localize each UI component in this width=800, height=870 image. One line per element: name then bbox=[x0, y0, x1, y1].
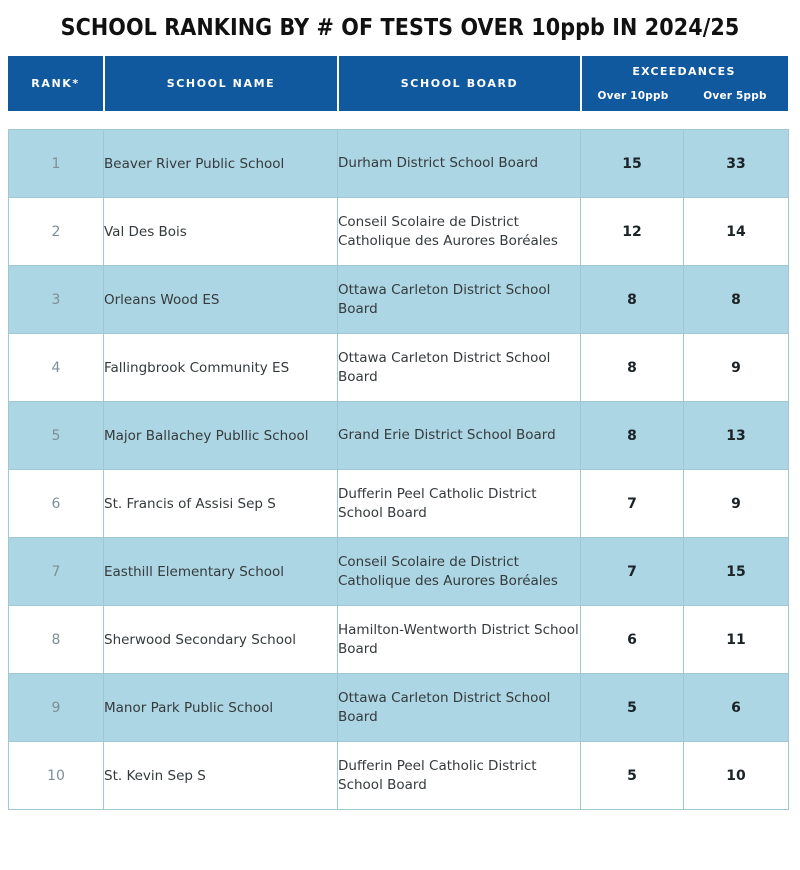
column-header-over-10ppb[interactable]: Over 10ppb bbox=[597, 90, 669, 102]
table-row[interactable]: 10 St. Kevin Sep S Dufferin Peel Catholic … bbox=[8, 741, 789, 810]
cell-school-board: Ottawa Carleton District School Board bbox=[337, 673, 581, 742]
cell-school-board: Durham District School Board bbox=[337, 129, 581, 198]
cell-over-5ppb: 8 bbox=[683, 265, 789, 334]
cell-school-board: Conseil Scolaire de District Catholique … bbox=[337, 197, 581, 266]
cell-over-5ppb: 33 bbox=[683, 129, 789, 198]
table-row[interactable]: 3 Orleans Wood ES Ottawa Carleton District… bbox=[8, 265, 789, 334]
cell-over-5ppb: 13 bbox=[683, 401, 789, 470]
table-row[interactable]: 9 Manor Park Public School Ottawa Carleton… bbox=[8, 673, 789, 742]
cell-over-10ppb: 12 bbox=[580, 197, 684, 266]
exceedances-subheaders: Over 10ppb Over 5ppb bbox=[582, 90, 786, 103]
cell-over-10ppb: 8 bbox=[580, 401, 684, 470]
table-row[interactable]: 1 Beaver River Public School Durham Distri… bbox=[8, 129, 789, 198]
cell-school-board: Conseil Scolaire de District Catholique … bbox=[337, 537, 581, 606]
cell-school-name: Orleans Wood ES bbox=[103, 265, 338, 334]
cell-rank: 8 bbox=[8, 605, 104, 674]
cell-school-name: St. Francis of Assisi Sep S bbox=[103, 469, 338, 538]
cell-over-5ppb: 15 bbox=[683, 537, 789, 606]
cell-over-10ppb: 15 bbox=[580, 129, 684, 198]
table-row[interactable]: 5 Major Ballachey Publlic School Grand Eri… bbox=[8, 401, 789, 470]
cell-school-name: Fallingbrook Community ES bbox=[103, 333, 338, 402]
cell-over-5ppb: 10 bbox=[683, 741, 789, 810]
cell-over-10ppb: 6 bbox=[580, 605, 684, 674]
table-row[interactable]: 4 Fallingbrook Community ES Ottawa Carleto… bbox=[8, 333, 789, 402]
cell-school-board: Hamilton-Wentworth District School Board bbox=[337, 605, 581, 674]
cell-over-5ppb: 9 bbox=[683, 469, 789, 538]
cell-rank: 1 bbox=[8, 129, 104, 198]
table-body: 1 Beaver River Public School Durham Distri… bbox=[8, 129, 789, 810]
column-header-over-5ppb[interactable]: Over 5ppb bbox=[703, 90, 767, 102]
cell-over-5ppb: 14 bbox=[683, 197, 789, 266]
table-header-row: RANK* SCHOOL NAME SCHOOL BOARD EXCEEDANC… bbox=[8, 56, 788, 111]
cell-school-name: St. Kevin Sep S bbox=[103, 741, 338, 810]
cell-rank: 4 bbox=[8, 333, 104, 402]
cell-rank: 6 bbox=[8, 469, 104, 538]
cell-over-5ppb: 11 bbox=[683, 605, 789, 674]
cell-rank: 2 bbox=[8, 197, 104, 266]
table-row[interactable]: 2 Val Des Bois Conseil Scolaire de Distric… bbox=[8, 197, 789, 266]
cell-school-board: Dufferin Peel Catholic District School B… bbox=[337, 469, 581, 538]
cell-rank: 7 bbox=[8, 537, 104, 606]
cell-over-10ppb: 7 bbox=[580, 537, 684, 606]
cell-school-board: Dufferin Peel Catholic District School B… bbox=[337, 741, 581, 810]
cell-school-name: Easthill Elementary School bbox=[103, 537, 338, 606]
column-header-exceedances-label: EXCEEDANCES bbox=[632, 65, 736, 78]
table-row[interactable]: 8 Sherwood Secondary School Hamilton-Wentw… bbox=[8, 605, 789, 674]
school-ranking-table: 1 Beaver River Public School Durham Distri… bbox=[8, 129, 789, 810]
page-title: SCHOOL RANKING BY # OF TESTS OVER 10ppb … bbox=[60, 15, 740, 41]
cell-rank: 3 bbox=[8, 265, 104, 334]
cell-rank: 5 bbox=[8, 401, 104, 470]
cell-over-10ppb: 5 bbox=[580, 673, 684, 742]
table-row[interactable]: 6 St. Francis of Assisi Sep S Dufferin Pee… bbox=[8, 469, 789, 538]
cell-school-board: Ottawa Carleton District School Board bbox=[337, 333, 581, 402]
cell-over-10ppb: 8 bbox=[580, 333, 684, 402]
cell-school-name: Major Ballachey Publlic School bbox=[103, 401, 338, 470]
cell-rank: 10 bbox=[8, 741, 104, 810]
cell-over-5ppb: 9 bbox=[683, 333, 789, 402]
column-header-school-board[interactable]: SCHOOL BOARD bbox=[337, 56, 580, 111]
cell-over-10ppb: 8 bbox=[580, 265, 684, 334]
cell-over-5ppb: 6 bbox=[683, 673, 789, 742]
column-header-rank[interactable]: RANK* bbox=[31, 77, 80, 90]
cell-school-name: Manor Park Public School bbox=[103, 673, 338, 742]
cell-school-name: Sherwood Secondary School bbox=[103, 605, 338, 674]
cell-school-board: Grand Erie District School Board bbox=[337, 401, 581, 470]
cell-school-name: Beaver River Public School bbox=[103, 129, 338, 198]
cell-school-name: Val Des Bois bbox=[103, 197, 338, 266]
cell-over-10ppb: 7 bbox=[580, 469, 684, 538]
table-row[interactable]: 7 Easthill Elementary School Conseil Scola… bbox=[8, 537, 789, 606]
cell-school-board: Ottawa Carleton District School Board bbox=[337, 265, 581, 334]
column-header-school-name[interactable]: SCHOOL NAME bbox=[103, 56, 337, 111]
cell-over-10ppb: 5 bbox=[580, 741, 684, 810]
cell-rank: 9 bbox=[8, 673, 104, 742]
column-header-exceedances-group: EXCEEDANCES Over 10ppb Over 5ppb bbox=[580, 56, 786, 111]
